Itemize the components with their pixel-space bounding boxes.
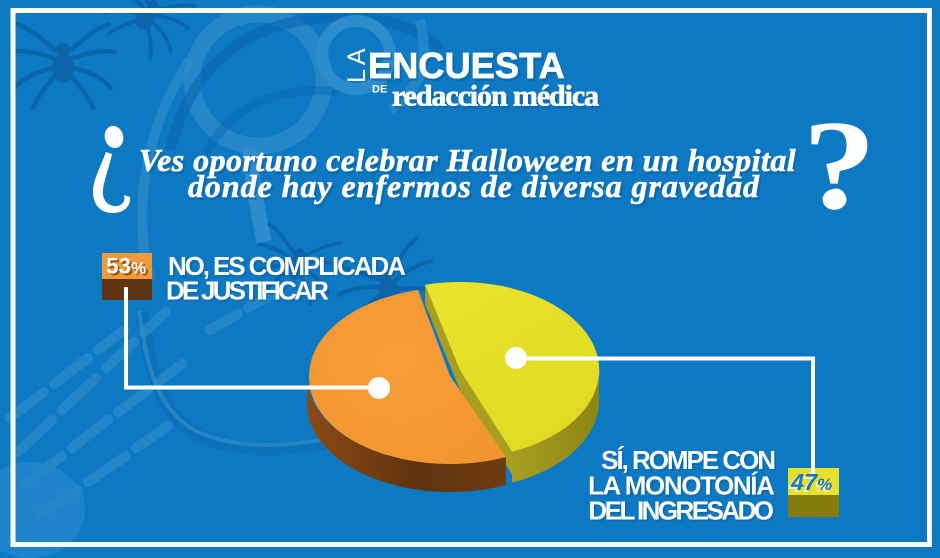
svg-text:DEL INGRESADO: DEL INGRESADO [590, 498, 775, 528]
svg-text:Ves oportuno celebrar Hallowee: Ves oportuno celebrar Halloween en un ho… [139, 142, 796, 178]
svg-text:LA: LA [343, 44, 371, 83]
svg-text:LA MONOTONÍA: LA MONOTONÍA [588, 471, 775, 501]
svg-text:NO, ES COMPLICADA: NO, ES COMPLICADA [170, 253, 408, 283]
svg-text:DE JUSTIFICAR: DE JUSTIFICAR [168, 278, 331, 308]
svg-text:redacción médica: redacción médica [394, 82, 601, 115]
svg-text:53%: 53% [108, 256, 148, 281]
svg-text:DE JUSTIFICAR: DE JUSTIFICAR [166, 276, 329, 306]
svg-text:DE: DE [372, 84, 387, 96]
svg-text:ENCUESTA: ENCUESTA [368, 45, 565, 86]
svg-text:donde hay enfermos de diversa: donde hay enfermos de diversa gravedad [190, 170, 762, 206]
svg-text:ENCUESTA: ENCUESTA [370, 47, 567, 88]
svg-text:?: ? [803, 94, 877, 236]
svg-text:53%: 53% [106, 254, 146, 279]
svg-text:NO, ES COMPLICADA: NO, ES COMPLICADA [168, 251, 406, 281]
svg-text:redacción médica: redacción médica [392, 80, 599, 113]
svg-text:SÍ, ROMPE CON: SÍ, ROMPE CON [601, 445, 775, 475]
svg-text:SÍ, ROMPE CON: SÍ, ROMPE CON [603, 447, 777, 477]
svg-text:LA MONOTONÍA: LA MONOTONÍA [590, 473, 777, 503]
svg-text:Ves oportuno celebrar Hallowee: Ves oportuno celebrar Halloween en un ho… [141, 144, 798, 180]
svg-text:DEL INGRESADO: DEL INGRESADO [588, 496, 773, 526]
svg-text:donde hay enfermos de diversa: donde hay enfermos de diversa gravedad [188, 168, 760, 204]
